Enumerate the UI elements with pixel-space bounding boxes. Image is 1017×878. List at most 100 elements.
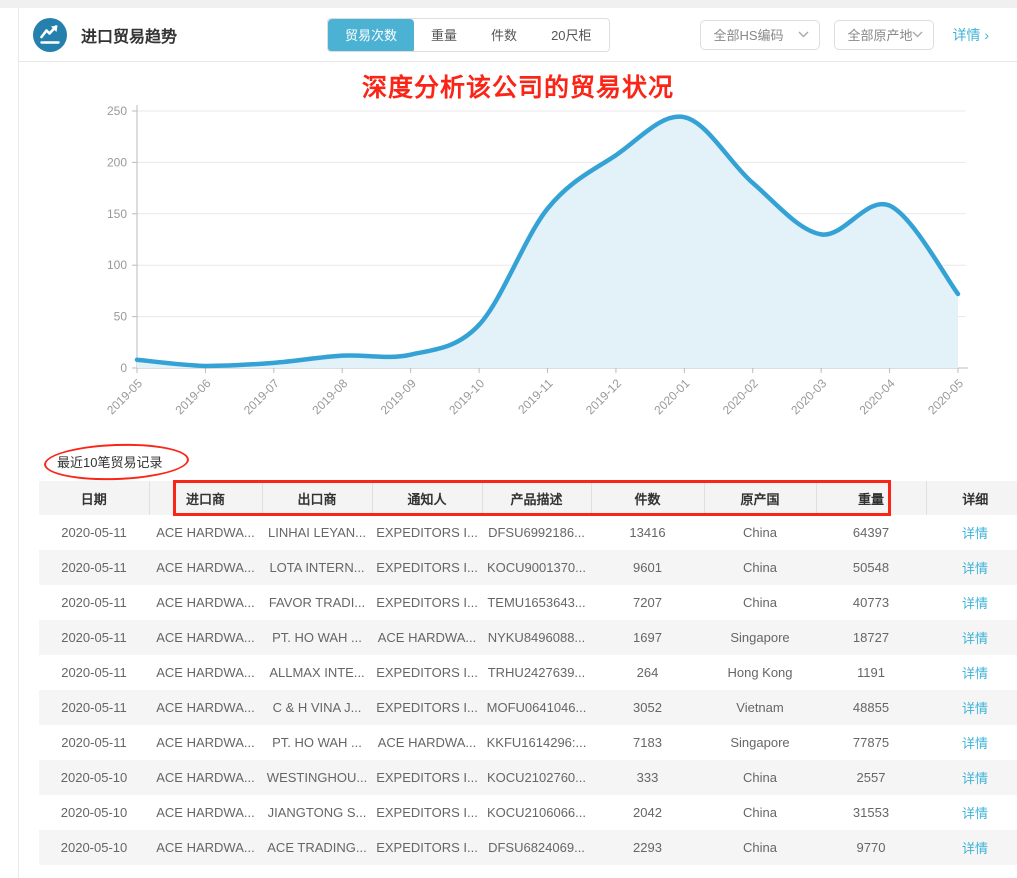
metric-tab[interactable]: 件数 bbox=[474, 18, 535, 51]
column-header: 详细 bbox=[925, 481, 1017, 515]
cell: ACE HARDWA... bbox=[149, 760, 262, 795]
table-header-row: 日期 进口商 出口商 通知人 产品描述 件数 原产国 重量 详细 bbox=[39, 481, 1017, 515]
cell: China bbox=[743, 595, 777, 610]
svg-text:100: 100 bbox=[107, 258, 127, 272]
cell: ACE HARDWA... bbox=[156, 665, 255, 680]
svg-text:2019-05: 2019-05 bbox=[104, 376, 145, 417]
column-header: 件数 bbox=[590, 481, 704, 515]
cell: 1191 bbox=[857, 665, 885, 680]
cell: Vietnam bbox=[704, 690, 816, 725]
svg-text:2019-12: 2019-12 bbox=[583, 376, 624, 417]
metric-tab[interactable]: 贸易次数 bbox=[328, 18, 415, 51]
detail-link[interactable]: 详情 bbox=[961, 806, 988, 821]
cell: ACE HARDWA... bbox=[156, 595, 255, 610]
detail-link[interactable]: 详情 bbox=[961, 701, 988, 716]
svg-text:2019-10: 2019-10 bbox=[446, 376, 487, 417]
svg-text:250: 250 bbox=[107, 104, 127, 118]
table-row: 2020-05-11 ACE HARDWA... PT. HO WAH ... ACE… bbox=[39, 725, 1017, 760]
cell: China bbox=[704, 830, 816, 865]
cell: EXPEDITORS I... bbox=[372, 690, 482, 725]
svg-text:2020-04: 2020-04 bbox=[857, 376, 898, 417]
detail-link[interactable]: 详情 bbox=[961, 631, 988, 646]
column-header: 日期 bbox=[39, 481, 149, 515]
cell: 2020-05-11 bbox=[61, 525, 127, 540]
cell: EXPEDITORS I... bbox=[372, 550, 482, 585]
column-header: 出口商 bbox=[261, 481, 372, 515]
cell: 7183 bbox=[633, 735, 662, 750]
cell: EXPEDITORS I... bbox=[376, 665, 478, 680]
cell: 64397 bbox=[852, 525, 890, 540]
metric-tab-group: 贸易次数 重量 件数 20尺柜 bbox=[327, 17, 610, 52]
cell: ACE HARDWA... bbox=[156, 735, 255, 750]
cell: PT. HO WAH ... bbox=[262, 620, 372, 655]
svg-text:2019-09: 2019-09 bbox=[378, 376, 419, 417]
table-section: 最近10笔贸易记录 日期 进口商 出口商 通知人 产品描述 件数 原产国 重量 详细 2020-… bbox=[19, 441, 1017, 878]
cell: ACE HARDWA... bbox=[149, 550, 262, 585]
cell: China bbox=[743, 805, 777, 820]
cell: EXPEDITORS I... bbox=[376, 525, 478, 540]
chart-annotation-title: 深度分析该公司的贸易状况 bbox=[361, 74, 674, 102]
hs-code-select-value: 全部HS编码 bbox=[713, 28, 784, 43]
cell: DFSU6992186... bbox=[488, 525, 585, 540]
detail-link[interactable]: 详情 bbox=[961, 841, 988, 856]
trade-trend-chart: 0 50 100 150 200 250 2019-05 2019-06 2019-07 2019… bbox=[104, 104, 968, 417]
trade-records-table: 日期 进口商 出口商 通知人 产品描述 件数 原产国 重量 详细 2020-05-11 ACE H… bbox=[39, 481, 1017, 865]
table-row: 2020-05-10 ACE HARDWA... ACE TRADING... EXP… bbox=[39, 830, 1017, 865]
cell: 2557 bbox=[816, 760, 926, 795]
cell: PT. HO WAH ... bbox=[272, 735, 362, 750]
svg-text:0: 0 bbox=[120, 361, 127, 375]
cell: LOTA INTERN... bbox=[262, 550, 372, 585]
cell: China bbox=[743, 525, 777, 540]
cell: JIANGTONG S... bbox=[267, 805, 367, 820]
cell: FAVOR TRADI... bbox=[268, 595, 366, 610]
table-row: 2020-05-11 ACE HARDWA... ALLMAX INTE... EXP… bbox=[39, 655, 1017, 690]
cell: MOFU0641046... bbox=[482, 690, 591, 725]
metric-tab[interactable]: 20尺柜 bbox=[534, 18, 609, 51]
cell: 9770 bbox=[816, 830, 926, 865]
detail-link[interactable]: 详情 bbox=[961, 736, 988, 751]
cell: EXPEDITORS I... bbox=[376, 805, 478, 820]
detail-link[interactable]: 详情 bbox=[961, 666, 988, 681]
cell: EXPEDITORS I... bbox=[372, 830, 482, 865]
svg-text:2020-01: 2020-01 bbox=[651, 376, 692, 417]
cell: KOCU2102760... bbox=[482, 760, 591, 795]
origin-select[interactable]: 全部原产地 bbox=[834, 19, 935, 50]
top-strip bbox=[0, 0, 1017, 8]
cell: ACE TRADING... bbox=[262, 830, 372, 865]
cell: 9601 bbox=[591, 550, 704, 585]
table-row: 2020-05-11 ACE HARDWA... PT. HO WAH ... ACE… bbox=[39, 620, 1017, 655]
table-row: 2020-05-10 ACE HARDWA... JIANGTONG S... EXP… bbox=[39, 795, 1017, 830]
details-link[interactable]: 详情 › bbox=[952, 26, 989, 43]
chevron-down-icon bbox=[798, 31, 809, 38]
svg-text:2019-11: 2019-11 bbox=[515, 376, 556, 417]
metric-tab[interactable]: 重量 bbox=[414, 18, 475, 51]
svg-text:50: 50 bbox=[114, 310, 128, 324]
cell: 2020-05-11 bbox=[61, 735, 127, 750]
cell: 18727 bbox=[816, 620, 926, 655]
detail-link[interactable]: 详情 bbox=[961, 596, 988, 611]
svg-text:2020-05: 2020-05 bbox=[925, 376, 966, 417]
trend-icon bbox=[33, 17, 67, 52]
column-header: 通知人 bbox=[371, 481, 482, 515]
cell: ACE HARDWA... bbox=[149, 690, 262, 725]
detail-link[interactable]: 详情 bbox=[961, 561, 988, 576]
detail-link[interactable]: 详情 bbox=[961, 526, 988, 541]
cell: ACE HARDWA... bbox=[377, 735, 477, 750]
cell: 77875 bbox=[852, 735, 890, 750]
cell: KOCU9001370... bbox=[482, 550, 591, 585]
cell: 264 bbox=[636, 665, 659, 680]
table-row: 2020-05-11 ACE HARDWA... LOTA INTERN... EXP… bbox=[39, 550, 1017, 585]
cell: 2042 bbox=[633, 805, 662, 820]
cell: DFSU6824069... bbox=[482, 830, 591, 865]
cell: China bbox=[704, 760, 816, 795]
cell: ALLMAX INTE... bbox=[269, 665, 365, 680]
cell: 2020-05-11 bbox=[39, 690, 149, 725]
cell: 13416 bbox=[629, 525, 666, 540]
hs-code-select[interactable]: 全部HS编码 bbox=[700, 19, 821, 50]
detail-link[interactable]: 详情 bbox=[961, 771, 988, 786]
cell: 48855 bbox=[816, 690, 926, 725]
cell: C & H VINA J... bbox=[262, 690, 372, 725]
cell: 2293 bbox=[591, 830, 704, 865]
svg-text:150: 150 bbox=[107, 207, 127, 221]
cell: China bbox=[704, 550, 816, 585]
